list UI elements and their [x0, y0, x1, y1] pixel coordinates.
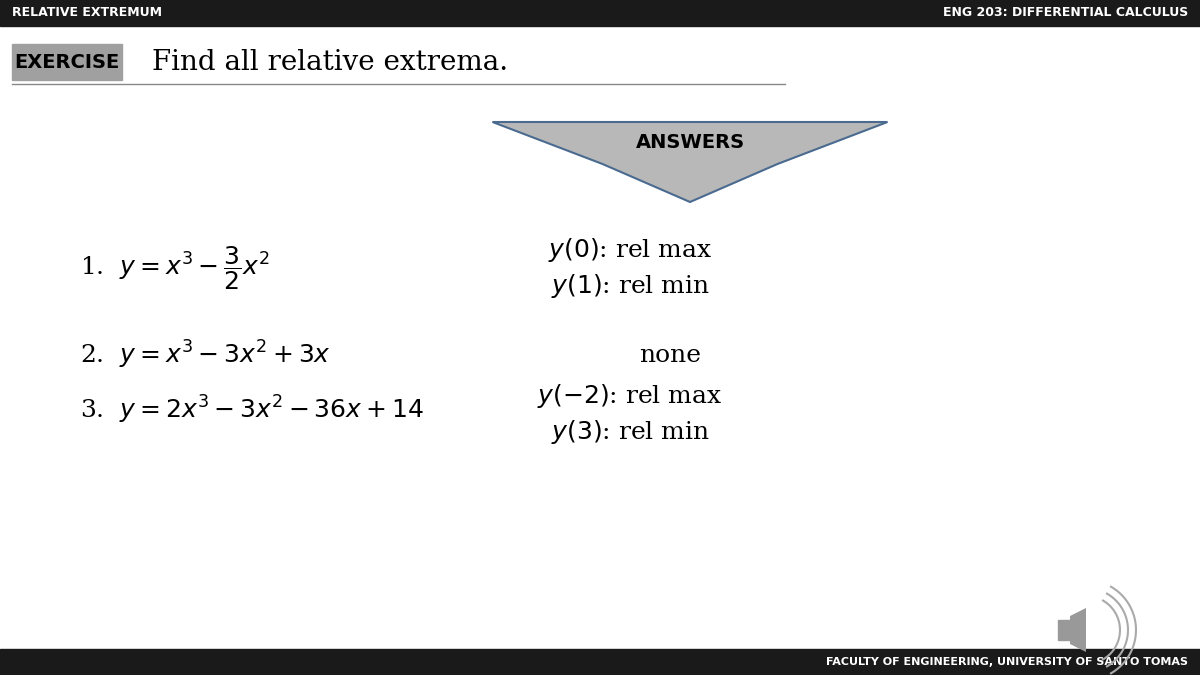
Polygon shape: [1070, 608, 1086, 652]
Bar: [1058, 620, 1070, 640]
Text: $y(-2)$: rel max: $y(-2)$: rel max: [538, 382, 722, 410]
Text: $y(0)$: rel max: $y(0)$: rel max: [548, 236, 712, 264]
Text: RELATIVE EXTREMUM: RELATIVE EXTREMUM: [12, 7, 162, 20]
Text: EXERCISE: EXERCISE: [14, 53, 120, 72]
Text: Find all relative extrema.: Find all relative extrema.: [152, 49, 508, 76]
Bar: [12, 44, 122, 80]
Text: none: none: [640, 344, 701, 367]
Text: ENG 203: DIFFERENTIAL CALCULUS: ENG 203: DIFFERENTIAL CALCULUS: [943, 7, 1188, 20]
Text: ANSWERS: ANSWERS: [636, 134, 744, 153]
Text: 3.  $y = 2x^3 - 3x^2 - 36x + 14$: 3. $y = 2x^3 - 3x^2 - 36x + 14$: [80, 394, 424, 426]
Bar: [0, 0, 1200, 26]
Polygon shape: [492, 122, 888, 202]
Text: $y(3)$: rel min: $y(3)$: rel min: [551, 418, 709, 446]
Text: FACULTY OF ENGINEERING, UNIVERSITY OF SANTO TOMAS: FACULTY OF ENGINEERING, UNIVERSITY OF SA…: [826, 657, 1188, 667]
Text: 2.  $y = x^3 - 3x^2 + 3x$: 2. $y = x^3 - 3x^2 + 3x$: [80, 339, 331, 371]
Bar: [0, 649, 1200, 675]
Text: $y(1)$: rel min: $y(1)$: rel min: [551, 272, 709, 300]
Text: 1.  $y = x^3 - \dfrac{3}{2}x^2$: 1. $y = x^3 - \dfrac{3}{2}x^2$: [80, 244, 270, 292]
